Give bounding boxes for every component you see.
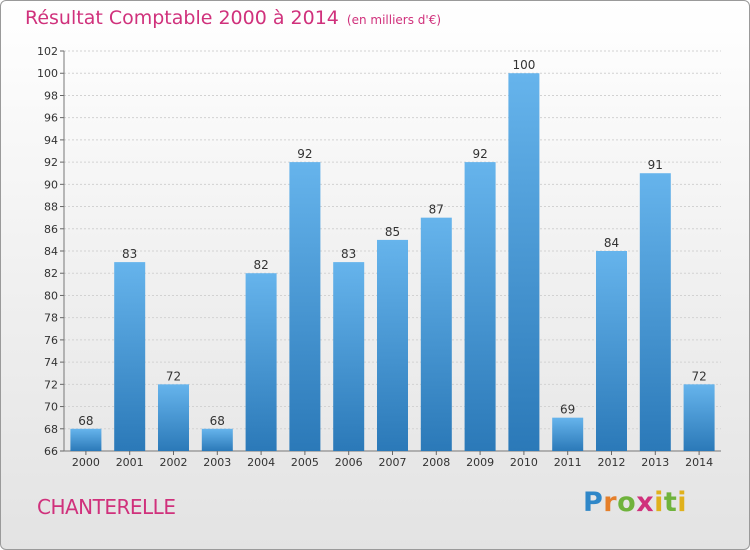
- bar: [377, 239, 408, 451]
- chart-subtitle: (en milliers d'€): [346, 13, 442, 27]
- data-label: 68: [210, 414, 225, 428]
- y-tick-label: 76: [44, 334, 58, 347]
- y-tick-label: 78: [44, 312, 58, 325]
- y-tick-label: 80: [44, 289, 58, 302]
- bar: [508, 73, 540, 451]
- x-tick-label: 2003: [203, 456, 231, 469]
- y-tick-label: 68: [44, 423, 58, 436]
- logo-letter: t: [663, 487, 678, 518]
- bars: [70, 73, 715, 451]
- x-tick-label: 2008: [422, 456, 450, 469]
- logo-letter: i: [654, 487, 664, 518]
- proxiti-logo: Proxiti: [583, 487, 687, 518]
- data-labels: 68 83 72 68 82 92 83 85 87 92 100 69 84 91 72: [78, 58, 706, 428]
- data-label: 83: [122, 247, 137, 261]
- x-tick-label: 2001: [116, 456, 144, 469]
- data-label: 87: [429, 203, 444, 217]
- logo-letter: o: [617, 487, 637, 518]
- x-tick-label: 2000: [72, 456, 100, 469]
- x-tick-label: 2004: [247, 456, 275, 469]
- bar: [464, 162, 496, 451]
- bar: [70, 428, 102, 451]
- bar: [114, 262, 146, 451]
- y-tick-label: 88: [44, 201, 58, 214]
- x-tick-label: 2013: [641, 456, 669, 469]
- bar: [245, 273, 277, 451]
- data-label: 72: [166, 369, 181, 383]
- data-label: 100: [512, 58, 535, 72]
- data-label: 84: [604, 236, 619, 250]
- bar: [596, 251, 627, 451]
- bar: [333, 262, 365, 451]
- x-tick-label: 2006: [335, 456, 363, 469]
- bar: [639, 173, 671, 451]
- y-tick-label: 96: [44, 112, 58, 125]
- x-tick-label: 2011: [554, 456, 582, 469]
- data-label: 85: [385, 225, 400, 239]
- y-tick-label: 86: [44, 223, 58, 236]
- bar: [289, 162, 321, 451]
- y-tick-label: 82: [44, 267, 58, 280]
- x-tick-label: 2012: [598, 456, 626, 469]
- x-tick-label: 2002: [160, 456, 188, 469]
- data-label: 83: [341, 247, 356, 261]
- y-tick-label: 98: [44, 89, 58, 102]
- y-tick-label: 72: [44, 378, 58, 391]
- logo-letter: r: [603, 487, 618, 518]
- y-tick-label: 90: [44, 178, 58, 191]
- x-tick-label: 2014: [685, 456, 713, 469]
- y-tick-label: 74: [44, 356, 58, 369]
- y-tick-label: 100: [37, 67, 58, 80]
- y-tick-label: 92: [44, 156, 58, 169]
- x-tick-label: 2009: [466, 456, 494, 469]
- data-label: 69: [560, 403, 575, 417]
- data-label: 91: [648, 158, 663, 172]
- bar: [683, 384, 715, 451]
- data-label: 72: [691, 369, 706, 383]
- y-tick-label: 70: [44, 401, 58, 414]
- data-label: 92: [297, 147, 312, 161]
- data-label: 68: [78, 414, 93, 428]
- x-tick-label: 2007: [379, 456, 407, 469]
- bar: [201, 428, 233, 451]
- y-tick-label: 94: [44, 134, 58, 147]
- y-tick-label: 66: [44, 445, 58, 458]
- data-label: 92: [472, 147, 487, 161]
- y-tick-label: 84: [44, 245, 58, 258]
- x-tick-label: 2010: [510, 456, 538, 469]
- x-tick-label: 2005: [291, 456, 319, 469]
- chart-title-text: Résultat Comptable 2000 à 2014: [25, 7, 339, 29]
- bar: [158, 384, 189, 451]
- commune-name: CHANTERELLE: [37, 495, 176, 519]
- logo-letter: P: [583, 487, 604, 518]
- chart-title: Résultat Comptable 2000 à 2014 (en millie…: [25, 7, 441, 29]
- logo-letter: i: [677, 487, 688, 518]
- logo-letter: x: [636, 487, 655, 518]
- bar: [552, 417, 584, 451]
- bar: [420, 217, 452, 451]
- data-label: 82: [253, 258, 268, 272]
- y-tick-label: 102: [37, 45, 58, 58]
